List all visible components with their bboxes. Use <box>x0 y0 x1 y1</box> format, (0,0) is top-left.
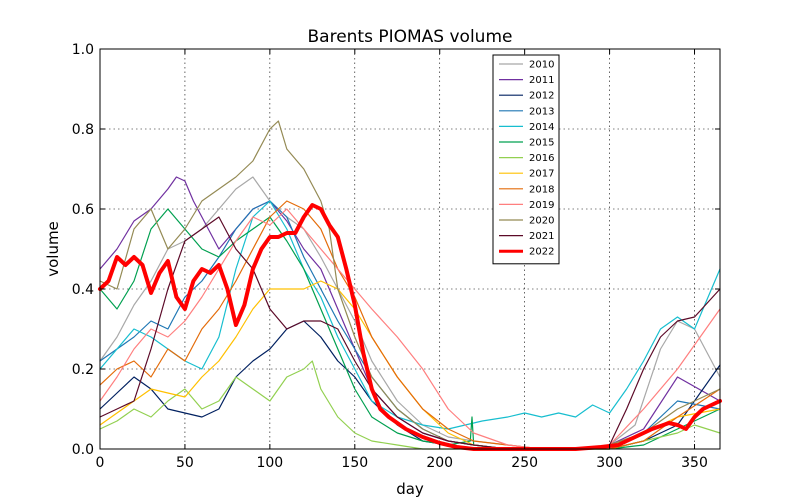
axis-ticks: 0 50 100 150 200 250 300 350 0.0 0.2 0.4 0.6 0.8 1.0 <box>72 42 720 471</box>
x-tick-label: 50 <box>176 455 194 471</box>
x-tick-label: 300 <box>596 455 623 471</box>
series-line-2010 <box>99 176 721 450</box>
legend-label: 2015 <box>529 138 554 149</box>
legend-label: 2010 <box>529 60 554 71</box>
legend-label: 2021 <box>529 231 554 242</box>
series-line-2021 <box>99 216 721 450</box>
x-tick-label: 350 <box>681 455 708 471</box>
plot-frame <box>99 48 721 450</box>
y-axis-label: volume <box>44 221 62 277</box>
y-tick-label: 0.0 <box>72 442 94 458</box>
series-line-2016 <box>99 360 721 450</box>
x-tick-label: 250 <box>511 455 538 471</box>
y-tick-label: 0.4 <box>72 282 94 298</box>
y-tick-label: 0.2 <box>72 362 94 378</box>
legend-label: 2012 <box>529 91 554 102</box>
x-axis-label: day <box>396 480 424 498</box>
legend: 2010 2011 2012 2013 2014 2015 2016 2017 2018 2019… <box>492 54 560 265</box>
legend-label: 2022 <box>529 247 554 258</box>
chart-title: Barents PIOMAS volume <box>308 27 513 47</box>
series-line-2014 <box>99 200 721 430</box>
legend-label: 2011 <box>529 75 554 86</box>
x-tick-label: 0 <box>96 455 105 471</box>
legend-label: 2014 <box>529 122 554 133</box>
series-group <box>98 120 722 451</box>
y-tick-label: 1.0 <box>72 42 94 58</box>
legend-label: 2018 <box>529 184 554 195</box>
series-line-2022 <box>98 203 722 451</box>
x-tick-label: 200 <box>426 455 453 471</box>
legend-label: 2013 <box>529 106 554 117</box>
legend-box <box>492 54 560 265</box>
x-tick-label: 100 <box>256 455 283 471</box>
legend-label: 2017 <box>529 169 554 180</box>
legend-label: 2016 <box>529 153 554 164</box>
y-tick-label: 0.8 <box>72 122 94 138</box>
legend-label: 2019 <box>529 200 554 211</box>
x-tick-label: 150 <box>341 455 368 471</box>
legend-label: 2020 <box>529 216 554 227</box>
y-tick-label: 0.6 <box>72 202 94 218</box>
